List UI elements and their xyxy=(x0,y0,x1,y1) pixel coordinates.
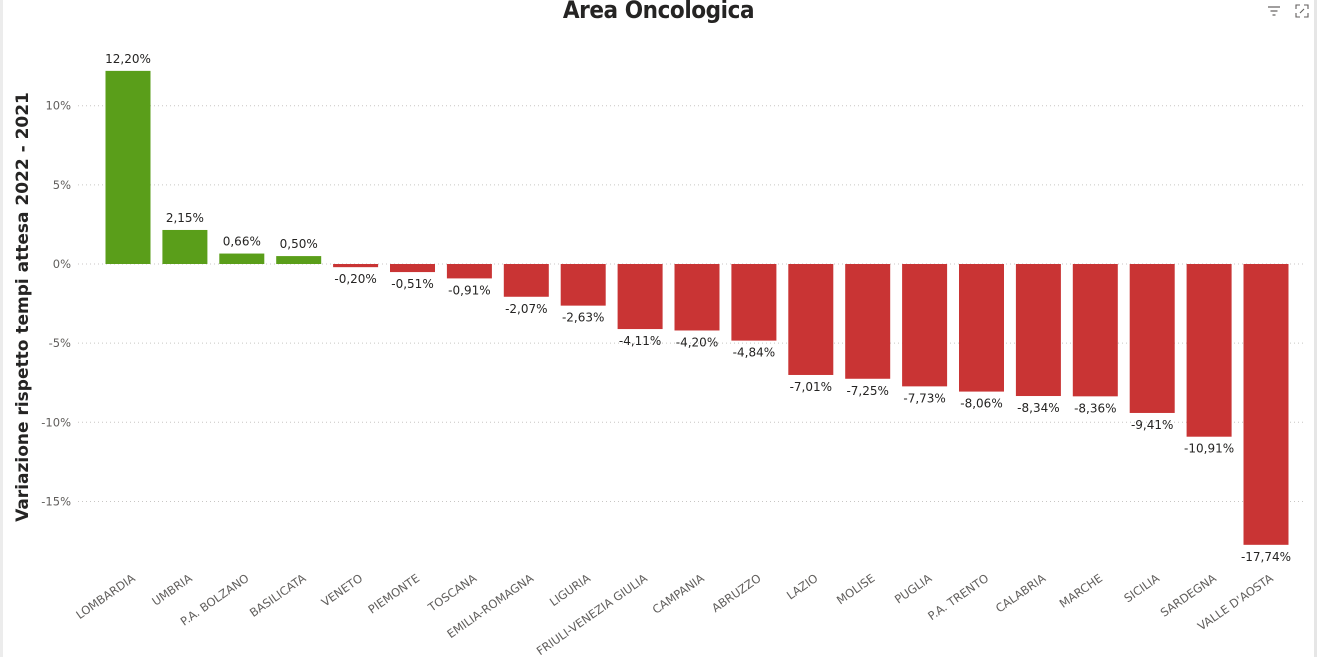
y-tick-label: 10% xyxy=(45,99,71,113)
data-label: -8,34% xyxy=(1017,401,1059,415)
bar-abruzzo[interactable] xyxy=(731,264,777,341)
data-labels: 12,20% 2,15% 0,66% 0,50% -0,20% -0,51% -0,91% -… xyxy=(105,52,1291,564)
bars xyxy=(105,70,1289,545)
data-label: -4,84% xyxy=(733,346,775,360)
data-label: -10,91% xyxy=(1184,442,1234,456)
bar-campania[interactable] xyxy=(674,264,720,331)
bar-friuli-venezia-giulia[interactable] xyxy=(617,264,663,330)
data-label: 2,15% xyxy=(166,211,204,225)
bar-emilia-romagna[interactable] xyxy=(503,264,549,297)
category-label: UMBRIA xyxy=(149,571,194,609)
data-label: -8,06% xyxy=(960,397,1002,411)
data-label: -8,36% xyxy=(1074,401,1116,415)
right-border xyxy=(1314,0,1317,657)
bar-puglia[interactable] xyxy=(902,264,948,387)
category-label: CALABRIA xyxy=(993,571,1048,616)
data-label: -0,51% xyxy=(391,277,433,291)
bar-p-a-bolzano[interactable] xyxy=(219,253,265,264)
bar-lazio[interactable] xyxy=(788,264,834,375)
bar-sicilia[interactable] xyxy=(1129,264,1175,413)
y-axis-ticks: 10% 5% 0% -5% -10% -15% xyxy=(41,99,71,509)
category-label: LOMBARDIA xyxy=(73,571,138,622)
bar-p-a-trento[interactable] xyxy=(959,264,1004,392)
bar-piemonte[interactable] xyxy=(390,264,435,273)
data-label: 0,50% xyxy=(280,237,318,251)
data-label: -0,20% xyxy=(334,272,376,286)
data-label: 12,20% xyxy=(105,52,151,66)
category-label: LIGURIA xyxy=(547,571,593,609)
category-label: ABRUZZO xyxy=(709,571,764,615)
category-label: TOSCANA xyxy=(425,571,480,615)
category-label: P.A. TRENTO xyxy=(925,571,991,623)
data-label: -7,01% xyxy=(790,380,832,394)
category-label: FRIULI-VENEZIA GIULIA xyxy=(534,571,650,657)
data-label: -4,20% xyxy=(676,335,718,349)
y-tick-label: -10% xyxy=(41,415,71,429)
category-label: VENETO xyxy=(319,571,366,609)
bar-lombardia[interactable] xyxy=(105,70,151,265)
category-label: CAMPANIA xyxy=(650,571,707,617)
data-label: -9,41% xyxy=(1131,418,1173,432)
y-tick-label: 5% xyxy=(53,178,71,192)
category-label: LAZIO xyxy=(784,571,821,602)
bar-marche[interactable] xyxy=(1072,264,1118,397)
data-label: -7,73% xyxy=(903,391,945,405)
bar-sardegna[interactable] xyxy=(1186,264,1232,437)
focus-mode-icon[interactable] xyxy=(1294,3,1310,19)
data-label: -4,11% xyxy=(619,334,661,348)
data-label: -2,07% xyxy=(505,302,547,316)
data-label: -7,25% xyxy=(846,384,888,398)
bar-toscana[interactable] xyxy=(446,264,492,279)
category-label: PIEMONTE xyxy=(365,571,422,617)
bar-molise[interactable] xyxy=(845,264,891,379)
bar-basilicata[interactable] xyxy=(276,256,322,264)
bar-calabria[interactable] xyxy=(1015,264,1061,397)
bar-valle-d-aosta[interactable] xyxy=(1243,264,1289,545)
data-label: -17,74% xyxy=(1241,550,1291,564)
bar-veneto[interactable] xyxy=(333,264,379,268)
category-label: PUGLIA xyxy=(892,571,934,607)
left-border xyxy=(0,0,3,657)
bar-liguria[interactable] xyxy=(560,264,606,306)
y-tick-label: -5% xyxy=(49,336,71,350)
y-tick-label: -15% xyxy=(41,494,71,508)
data-label: 0,66% xyxy=(223,235,261,249)
y-axis-title: Variazione rispetto tempi attesa 2022 - … xyxy=(13,92,33,522)
category-label: MOLISE xyxy=(834,571,878,607)
chart-title: Area Oncologica xyxy=(562,0,755,24)
category-label: BASILICATA xyxy=(247,571,309,620)
data-label: -2,63% xyxy=(562,311,604,325)
category-label: MARCHE xyxy=(1057,571,1105,611)
bar-umbria[interactable] xyxy=(162,229,208,264)
y-tick-label: 0% xyxy=(53,257,71,271)
filter-icon[interactable] xyxy=(1266,3,1282,19)
category-label: SICILIA xyxy=(1121,571,1162,605)
data-label: -0,91% xyxy=(448,283,490,297)
